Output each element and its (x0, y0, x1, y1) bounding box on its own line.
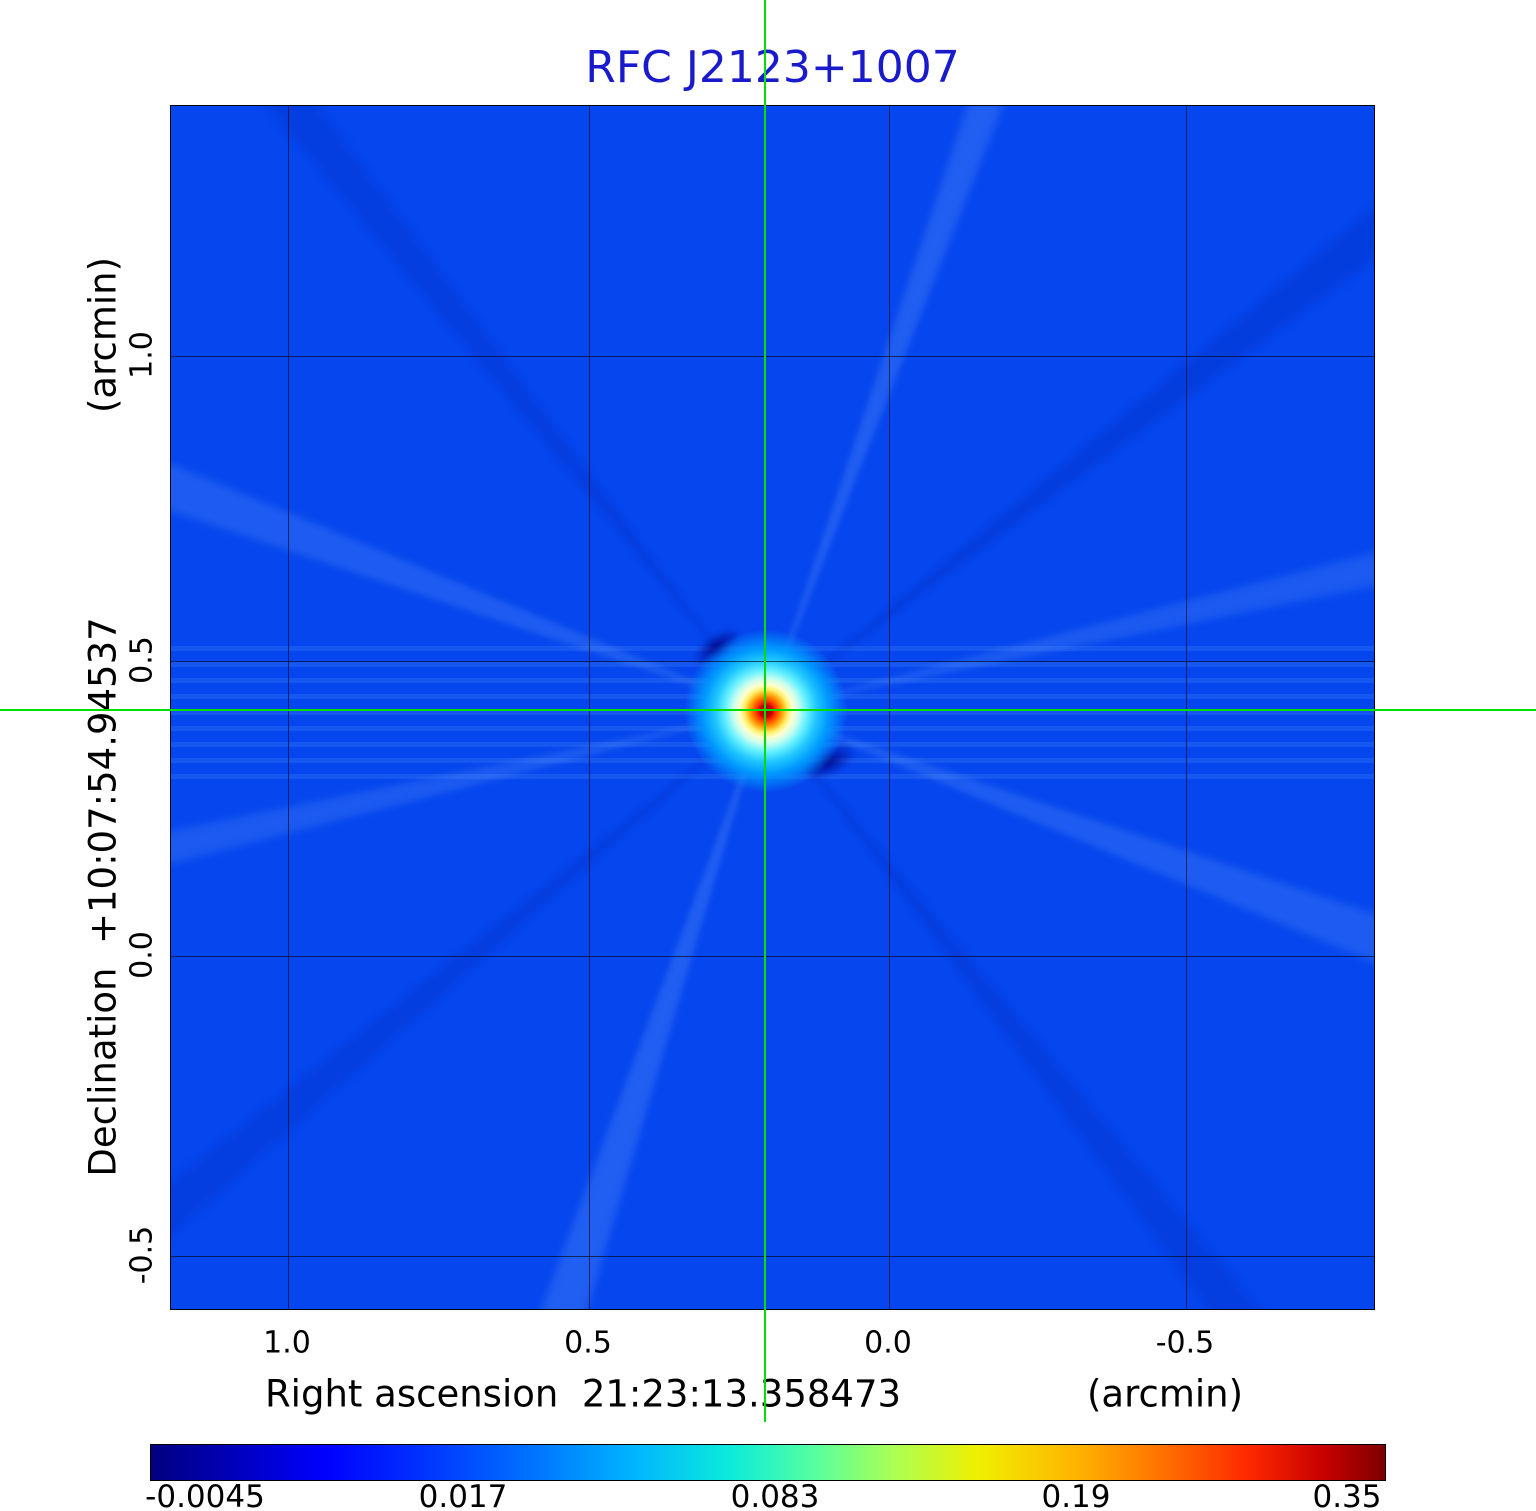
y-axis-unit: (arcmin) (81, 256, 125, 414)
x-tick-label: 0.0 (864, 1325, 912, 1361)
plot-title: RFC J2123+1007 (585, 42, 960, 93)
colorbar-tick-label: 0.083 (730, 1479, 820, 1511)
x-tick-label: 1.0 (263, 1325, 311, 1361)
crosshair-vertical-line (764, 0, 766, 1422)
x-tick-label: 0.5 (564, 1325, 612, 1361)
y-tick-label: 1.0 (124, 331, 160, 379)
grid-line-horizontal (171, 956, 1374, 957)
sky-map (170, 105, 1375, 1310)
colorbar-tick-label: 0.35 (1312, 1479, 1382, 1511)
grid-line-horizontal (171, 1256, 1374, 1257)
y-axis-label: Declination +10:07:54.94537 (81, 617, 125, 1177)
grid-line-vertical (1186, 106, 1187, 1309)
colorbar-tick-label: -0.0045 (145, 1479, 265, 1511)
x-axis-label: Right ascension 21:23:13.358473 (264, 1372, 902, 1416)
y-tick-label: 0.0 (124, 931, 160, 979)
grid-line-horizontal (171, 661, 1374, 662)
grid-line-vertical (889, 106, 890, 1309)
grid-line-horizontal (171, 356, 1374, 357)
y-tick-label: -0.5 (124, 1225, 160, 1285)
source-peak (681, 626, 851, 796)
grid-line-vertical (288, 106, 289, 1309)
colorbar-tick-label: 0.017 (418, 1479, 508, 1511)
colorbar-tick-label: 0.19 (1041, 1479, 1111, 1511)
crosshair-horizontal-line (0, 709, 1536, 711)
x-tick-label: -0.5 (1155, 1325, 1215, 1361)
y-tick-label: 0.5 (124, 636, 160, 684)
x-axis-unit: (arcmin) (1086, 1372, 1244, 1416)
colorbar (150, 1444, 1386, 1481)
grid-line-vertical (589, 106, 590, 1309)
